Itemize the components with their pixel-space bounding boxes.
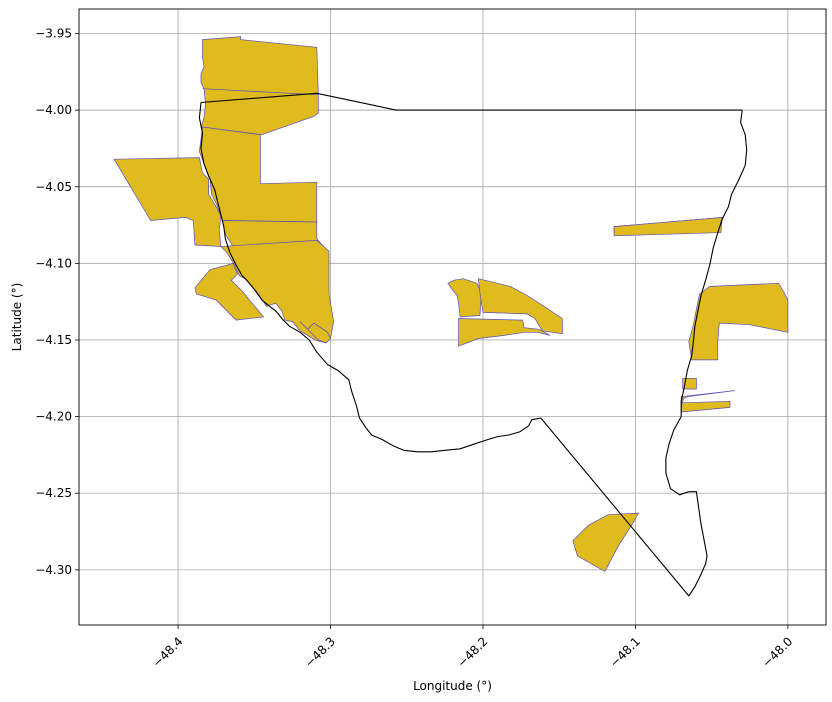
boundary-layer xyxy=(198,92,748,597)
parcel-15 xyxy=(682,377,697,390)
boundary-east-river xyxy=(665,110,748,496)
parcel-16 xyxy=(680,390,735,413)
y-tick-label: −4.05 xyxy=(35,180,72,194)
parcel-8 xyxy=(299,321,331,344)
y-tick-label: −4.30 xyxy=(35,563,72,577)
boundary-north xyxy=(200,92,743,111)
x-axis-title: Longitude (°) xyxy=(413,679,492,693)
y-tick-label: −4.20 xyxy=(35,410,72,424)
parcel-layer xyxy=(113,36,789,572)
parcel-3 xyxy=(199,126,318,223)
boundary-west-river xyxy=(198,102,541,453)
y-tick-label: −4.15 xyxy=(35,333,72,347)
y-tick-label: −3.95 xyxy=(35,27,72,41)
parcel-6 xyxy=(220,240,334,344)
y-tick-label: −4.25 xyxy=(35,486,72,500)
parcel-13 xyxy=(613,217,723,237)
parcel-14 xyxy=(688,282,789,361)
x-tick-label: −48.0 xyxy=(760,634,796,670)
parcel-7 xyxy=(194,262,265,321)
parcel-17 xyxy=(572,512,640,572)
parcel-2 xyxy=(202,88,319,96)
x-tick-label: −48.4 xyxy=(150,634,186,670)
y-axis-title: Latitude (°) xyxy=(10,283,24,352)
tick-layer: −48.4 −48.3 −48.2 −48.1 −48.0 −3.95 −4.00 −4.05… xyxy=(35,27,795,671)
x-tick-label: −48.2 xyxy=(455,634,491,670)
x-tick-label: −48.1 xyxy=(607,634,643,670)
plot-frame xyxy=(78,8,827,626)
parcel-10 xyxy=(477,278,563,335)
y-tick-label: −4.00 xyxy=(35,103,72,117)
boundary-southeast xyxy=(540,417,708,597)
y-tick-label: −4.10 xyxy=(35,256,72,270)
parcel-11 xyxy=(458,318,551,347)
parcel-1 xyxy=(200,36,319,136)
x-tick-label: −48.3 xyxy=(302,634,338,670)
parcel-9 xyxy=(447,278,482,318)
parcel-4 xyxy=(113,157,222,247)
